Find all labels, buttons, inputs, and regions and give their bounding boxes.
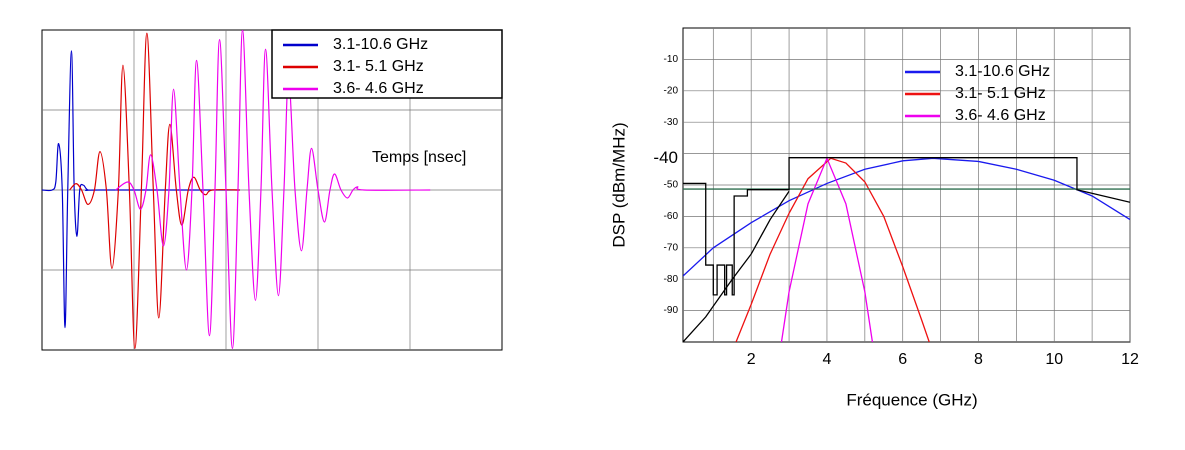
series-line bbox=[115, 30, 431, 350]
x-axis-label: Fréquence (GHz) bbox=[846, 390, 977, 409]
legend-label: 3.6- 4.6 GHz bbox=[955, 107, 1046, 124]
y-tick-label: -80 bbox=[664, 274, 679, 285]
legend-label: 3.1- 5.1 GHz bbox=[955, 85, 1046, 102]
x-tick-label: 8 bbox=[974, 351, 983, 368]
y-tick-label: -50 bbox=[664, 180, 679, 191]
y-tick-label: -30 bbox=[664, 117, 679, 128]
legend-label: 3.1-10.6 GHz bbox=[955, 63, 1050, 80]
y-tick-label: -90 bbox=[664, 305, 679, 316]
annotation: Temps [nsec] bbox=[372, 149, 466, 166]
legend-label: 3.6- 4.6 GHz bbox=[333, 80, 424, 97]
x-tick-label: 10 bbox=[1045, 351, 1063, 368]
series-line bbox=[683, 157, 1130, 296]
plot-lines bbox=[683, 156, 1130, 342]
plot-lines bbox=[42, 30, 431, 350]
y-tick-label: -20 bbox=[664, 85, 679, 96]
series-line bbox=[42, 50, 240, 329]
series-line bbox=[683, 190, 790, 342]
y-tick-label: -40 bbox=[653, 148, 678, 167]
y-tick-label: -10 bbox=[664, 54, 679, 65]
x-tick-label: 2 bbox=[747, 351, 756, 368]
y-tick-label: -60 bbox=[664, 211, 679, 222]
x-tick-label: 12 bbox=[1121, 351, 1139, 368]
series-line bbox=[683, 157, 1130, 277]
series-line bbox=[735, 157, 930, 342]
x-tick-label: 6 bbox=[898, 351, 907, 368]
y-tick-label: -70 bbox=[664, 242, 679, 253]
series-line bbox=[69, 32, 240, 350]
y-axis-label: DSP (dBm/MHz) bbox=[609, 122, 628, 247]
x-tick-label: 4 bbox=[822, 351, 831, 368]
legend-label: 3.1-10.6 GHz bbox=[333, 36, 428, 53]
legend-box bbox=[271, 29, 503, 99]
legend-label: 3.1- 5.1 GHz bbox=[333, 58, 424, 75]
